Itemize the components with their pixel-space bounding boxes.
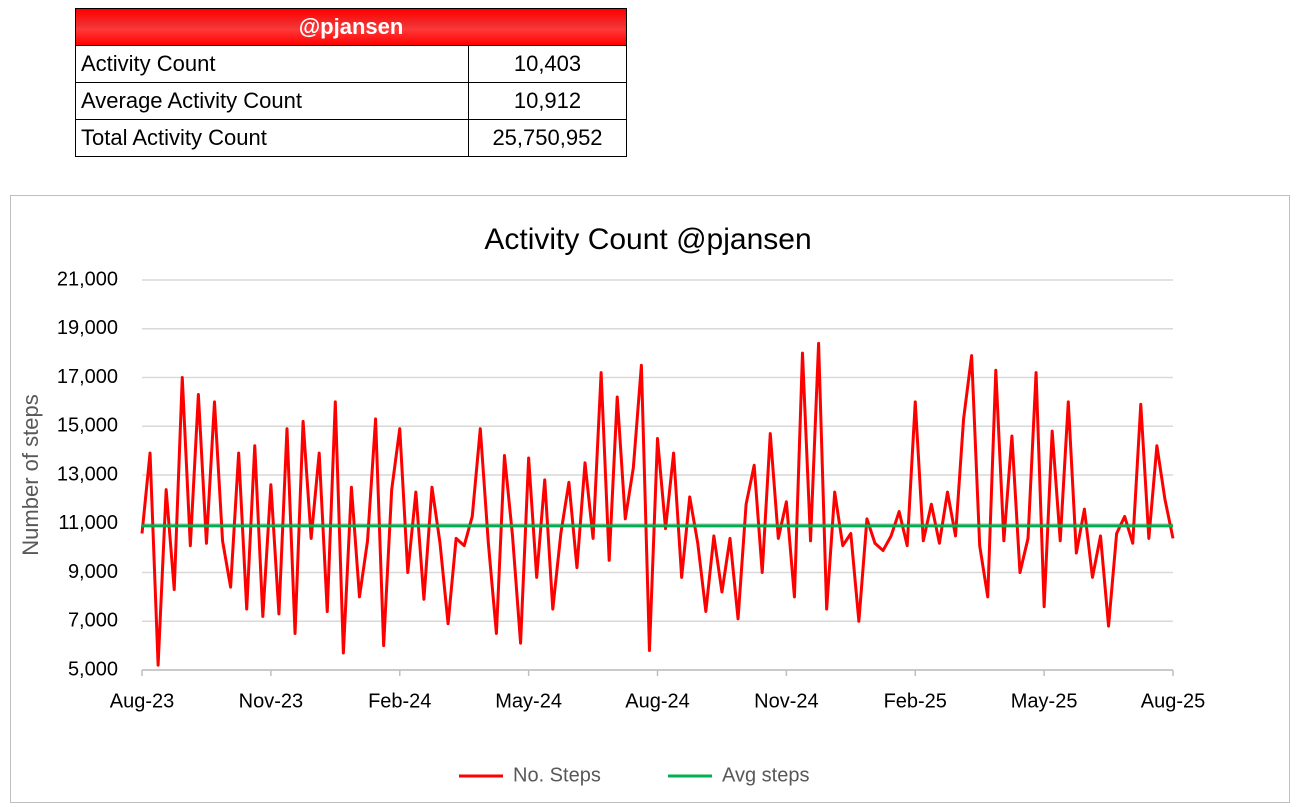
x-tick-label: Aug-23 (110, 690, 175, 712)
row-value: 25,750,952 (468, 119, 627, 157)
chart-frame (10, 195, 1290, 803)
row-label: Activity Count (75, 45, 469, 83)
row-label: Total Activity Count (75, 119, 469, 157)
y-tick-label: 19,000 (57, 317, 118, 339)
y-tick-label: 13,000 (57, 463, 118, 485)
y-tick-label: 17,000 (57, 366, 118, 388)
legend-label: Avg steps (722, 764, 809, 786)
table-title: @pjansen (75, 8, 627, 46)
x-tick-label: Aug-25 (1141, 690, 1206, 712)
y-tick-label: 21,000 (57, 268, 118, 290)
x-tick-label: May-24 (495, 690, 562, 712)
row-label: Average Activity Count (75, 82, 469, 120)
y-tick-label: 7,000 (68, 610, 118, 632)
chart-title: Activity Count @pjansen (484, 223, 811, 256)
legend-label: No. Steps (513, 764, 601, 786)
y-tick-label: 5,000 (68, 658, 118, 680)
y-tick-label: 11,000 (58, 512, 118, 534)
row-value: 10,912 (468, 82, 627, 120)
x-tick-label: Nov-23 (239, 690, 303, 712)
y-tick-label: 15,000 (57, 415, 118, 437)
row-value: 10,403 (468, 45, 627, 83)
x-tick-label: May-25 (1011, 690, 1078, 712)
x-tick-label: Nov-24 (754, 690, 818, 712)
y-axis-title: Number of steps (18, 394, 43, 555)
x-tick-label: Feb-25 (884, 690, 947, 712)
stats-table: @pjansen Activity Count 10,403 Average Ac… (75, 8, 627, 157)
x-tick-label: Aug-24 (625, 690, 690, 712)
series-line (140, 341, 1175, 667)
y-tick-label: 9,000 (68, 561, 118, 583)
x-tick-label: Feb-24 (368, 690, 431, 712)
